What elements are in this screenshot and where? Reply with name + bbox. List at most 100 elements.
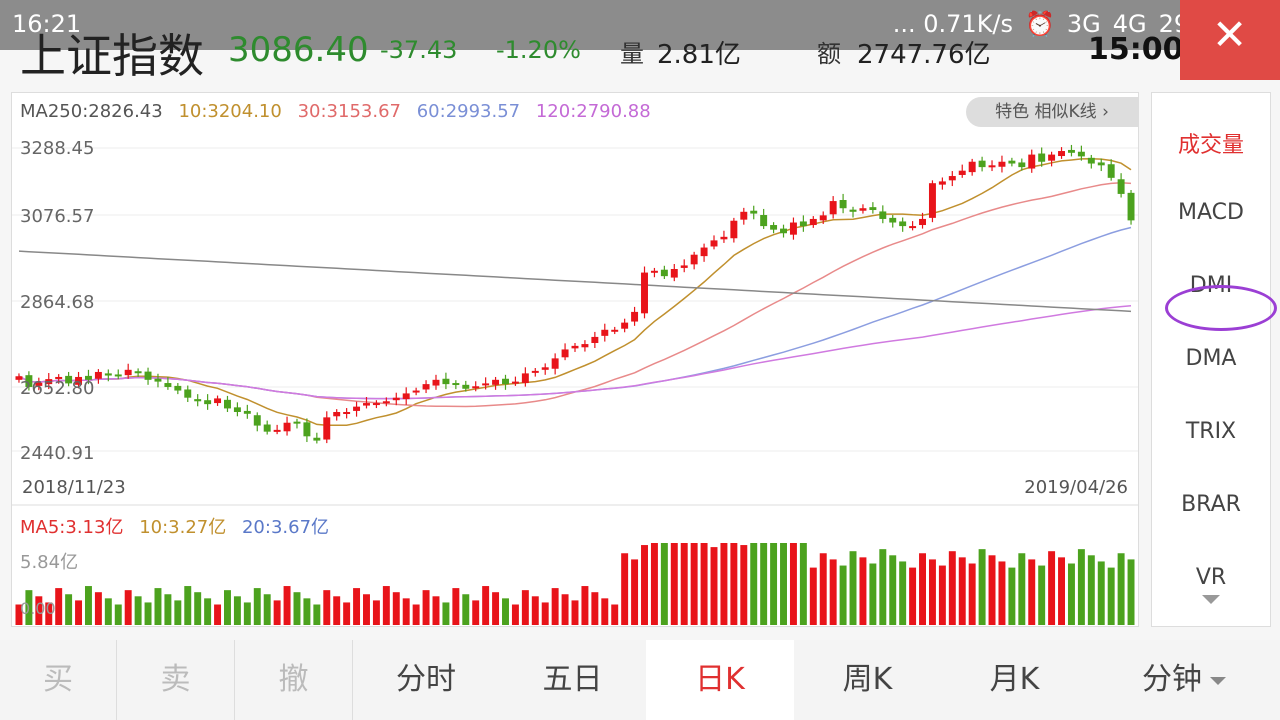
- candle-body: [829, 201, 837, 215]
- volume-bar: [15, 604, 23, 625]
- volume-bar: [641, 545, 648, 625]
- candle-body: [601, 329, 609, 336]
- volume-bar: [174, 600, 182, 625]
- candle-body: [462, 384, 470, 389]
- candle-body: [770, 225, 778, 230]
- candle-body: [323, 417, 331, 440]
- volume-bar: [55, 588, 63, 625]
- ma60-label: 60:2993.57: [416, 101, 521, 122]
- tab-dma[interactable]: DMA: [1185, 346, 1237, 371]
- divider: [116, 640, 117, 720]
- candle-body: [740, 211, 748, 220]
- volume-bar: [382, 586, 390, 625]
- vol-ma10: 10:3.27亿: [139, 517, 227, 538]
- tab-trix[interactable]: TRIX: [1185, 419, 1237, 444]
- volume-bar: [780, 543, 787, 625]
- volume-value: 2.81亿: [657, 40, 741, 70]
- candle-body: [154, 378, 162, 382]
- similar-kline-button[interactable]: 特色 相似K线 ›: [966, 97, 1138, 127]
- tab-brar[interactable]: BRAR: [1181, 492, 1241, 517]
- candle-body: [641, 272, 648, 314]
- volume-bar: [541, 602, 549, 625]
- volume-bar: [184, 586, 192, 625]
- volume-bar: [323, 590, 331, 625]
- amount-value: 2747.76亿: [857, 40, 991, 70]
- volume-max: 5.84亿: [20, 552, 79, 573]
- y-label-2: 3076.57: [20, 206, 95, 227]
- buy-button[interactable]: 买: [43, 662, 73, 697]
- candle-body: [243, 410, 251, 414]
- candle-body: [432, 379, 440, 386]
- volume-bar: [988, 555, 996, 625]
- candle-body: [422, 384, 430, 390]
- volume-bar: [521, 590, 529, 625]
- candle-body: [164, 383, 172, 387]
- tab-daily-k[interactable]: 日K: [646, 640, 794, 720]
- tab-volume[interactable]: 成交量: [1177, 133, 1244, 158]
- volume-bar: [214, 604, 222, 625]
- candle-body: [760, 215, 768, 227]
- sell-button[interactable]: 卖: [160, 662, 191, 697]
- candle-body: [372, 403, 380, 406]
- more-chevron-down-icon[interactable]: [1202, 595, 1220, 604]
- candle-body: [968, 161, 976, 173]
- tab-five-day[interactable]: 五日: [542, 662, 603, 697]
- tab-intraday[interactable]: 分时: [396, 662, 456, 697]
- volume-bar: [263, 594, 271, 625]
- volume-bar: [164, 594, 172, 625]
- volume-zero: 0.00: [20, 599, 56, 618]
- candle-body: [889, 217, 897, 223]
- y-label-5: 2440.91: [20, 443, 95, 464]
- cancel-order-button[interactable]: 撤: [278, 662, 309, 697]
- candle-body: [531, 370, 539, 373]
- volume-bar: [502, 598, 509, 625]
- candle-body: [621, 322, 629, 329]
- volume-bar: [809, 567, 817, 625]
- candle-body: [492, 379, 500, 385]
- tab-vr[interactable]: VR: [1195, 565, 1227, 590]
- end-date: 2019/04/26: [1024, 477, 1128, 498]
- candle-body: [114, 374, 122, 377]
- tab-weekly-k[interactable]: 周K: [842, 662, 893, 697]
- volume-bar: [1048, 551, 1056, 625]
- volume-bar: [839, 565, 847, 625]
- volume-bar: [760, 543, 768, 625]
- candle-body: [25, 375, 33, 387]
- volume-label: 量: [620, 40, 644, 68]
- volume-bar: [720, 543, 728, 625]
- tab-minute[interactable]: 分钟: [1088, 640, 1280, 720]
- volume-bar: [571, 600, 579, 625]
- volume-bar: [561, 594, 569, 625]
- volume-bar: [591, 592, 599, 625]
- candle-body: [750, 210, 758, 214]
- close-button[interactable]: ✕: [1180, 0, 1280, 80]
- kline-chart-panel[interactable]: MA250:2826.43 10:3204.10 30:3153.67 60:2…: [11, 92, 1139, 627]
- volume-bar: [45, 602, 53, 625]
- candle-body: [988, 165, 996, 168]
- candle-body: [343, 411, 351, 414]
- volume-bar: [909, 567, 917, 625]
- candle-body: [561, 349, 569, 358]
- candle-body: [799, 221, 807, 227]
- volume-bar: [700, 543, 708, 625]
- tab-macd[interactable]: MACD: [1178, 200, 1244, 225]
- ma250-line: [18, 250, 1132, 313]
- candle-body: [412, 390, 420, 393]
- volume-bar: [1018, 553, 1026, 625]
- quote-time: 15:00: [1088, 32, 1184, 67]
- volume-bar: [482, 586, 490, 625]
- volume-bar: [621, 553, 629, 625]
- candle-body: [353, 406, 361, 411]
- candle-body: [283, 422, 291, 432]
- tab-monthly-k[interactable]: 月K: [989, 662, 1040, 697]
- volume-bar: [462, 594, 470, 625]
- candle-body: [670, 268, 678, 278]
- volume-bar: [680, 543, 688, 625]
- volume-bar: [94, 592, 102, 625]
- volume-bar: [452, 588, 460, 625]
- candle-body: [511, 381, 519, 384]
- volume-bar: [273, 600, 281, 625]
- candle-body: [253, 415, 261, 426]
- candle-body: [45, 379, 53, 385]
- candle-body: [899, 221, 907, 227]
